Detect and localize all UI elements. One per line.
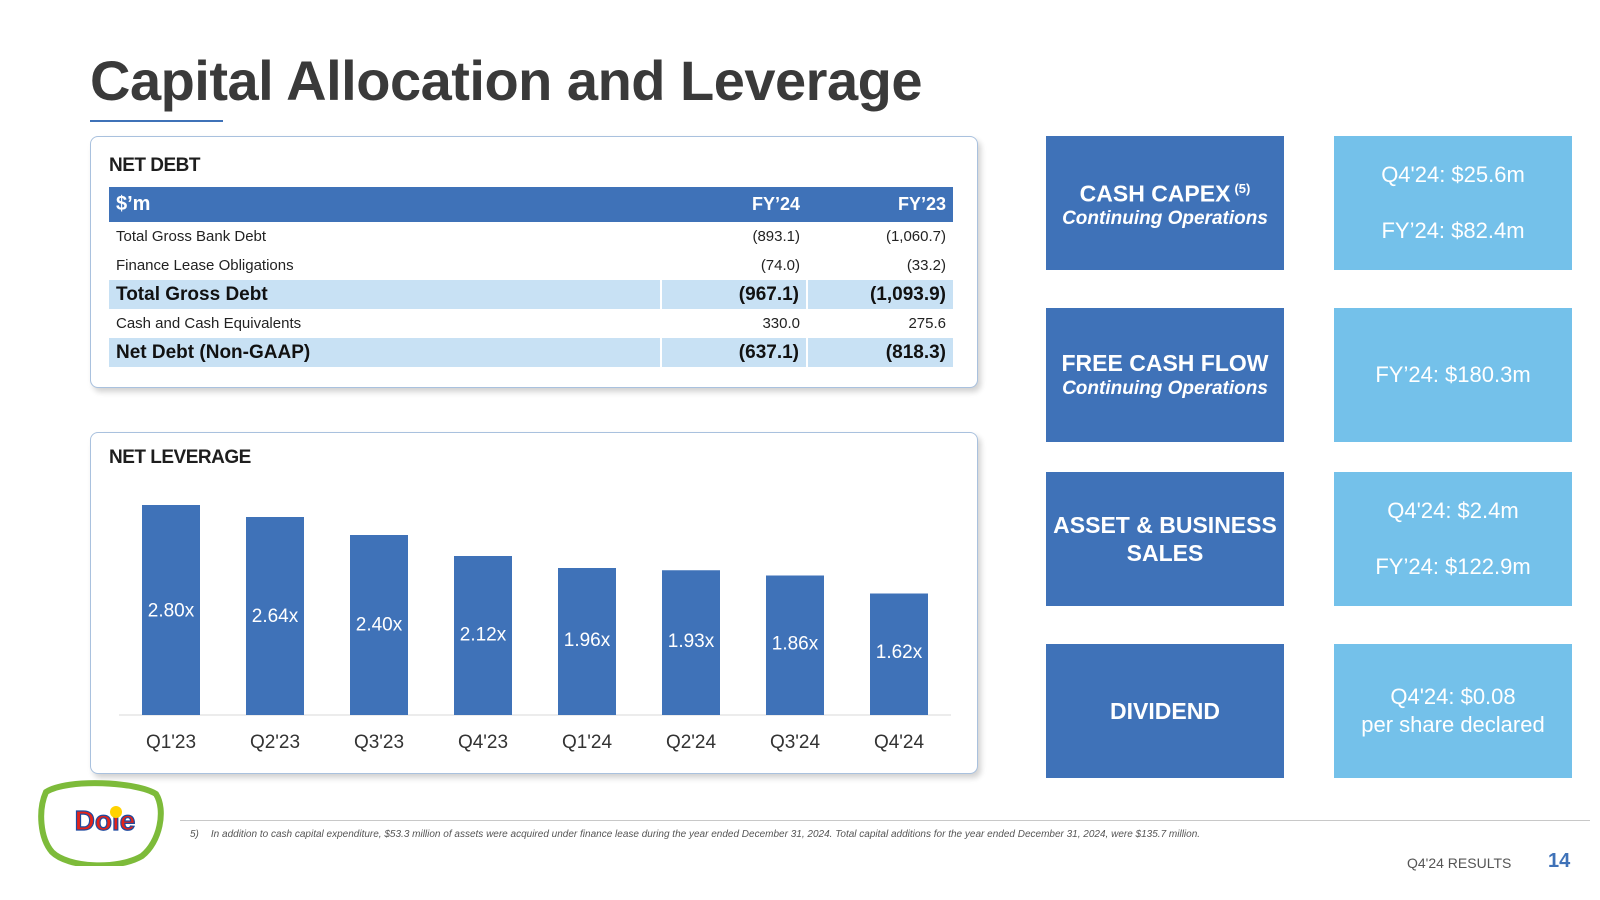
row-value-fy23: (33.2) xyxy=(906,257,946,274)
chart-bar xyxy=(558,568,616,715)
asset-sales-fy-value: FY’24: $122.9m xyxy=(1375,554,1531,579)
cash-capex-sublabel: Continuing Operations xyxy=(1062,208,1268,230)
bar-data-label: 1.96x xyxy=(564,630,611,651)
row-value-fy24: 330.0 xyxy=(762,315,800,332)
row-value-fy23: (818.3) xyxy=(806,338,953,367)
bar-data-label: 1.93x xyxy=(668,631,715,652)
row-value-fy23: 275.6 xyxy=(908,315,946,332)
chart-bar xyxy=(870,593,928,715)
page-title: Capital Allocation and Leverage xyxy=(90,49,922,112)
asset-sales-label-line1: ASSET & BUSINESS xyxy=(1053,512,1277,538)
free-cash-flow-sublabel: Continuing Operations xyxy=(1062,378,1268,399)
chart-bar xyxy=(142,505,200,715)
row-value-fy23: (1,093.9) xyxy=(806,280,953,309)
net-leverage-panel: NET LEVERAGE 2.80x Q1'23 2.64x Q2'23 2.40x Q3… xyxy=(90,432,978,774)
table-row: Cash and Cash Equivalents 330.0 275.6 xyxy=(109,309,953,338)
table-row-total-gross-debt: Total Gross Debt (967.1) (1,093.9) xyxy=(109,280,953,309)
footer-label: Q4'24 RESULTS xyxy=(1407,855,1512,871)
row-label: Finance Lease Obligations xyxy=(116,257,294,274)
chart-bar xyxy=(454,556,512,715)
bar-data-label: 2.40x xyxy=(356,614,403,635)
column-header-units: $’m xyxy=(109,187,661,222)
cash-capex-fy-value: FY’24: $82.4m xyxy=(1381,218,1525,243)
cash-capex-tile: CASH CAPEX (5) Continuing Operations xyxy=(1046,136,1284,270)
column-header-fy23: FY’23 xyxy=(807,187,953,222)
row-value-fy24: (637.1) xyxy=(660,338,807,367)
page-number: 14 xyxy=(1548,850,1571,872)
cash-capex-values-tile: Q4'24: $25.6m FY’24: $82.4m xyxy=(1334,136,1572,270)
footnote-text: In addition to cash capital expenditure,… xyxy=(210,829,1201,840)
dividend-values-tile: Q4'24: $0.08 per share declared xyxy=(1334,644,1572,778)
free-cash-flow-fy-value: FY’24: $180.3m xyxy=(1375,362,1531,387)
row-label: Cash and Cash Equivalents xyxy=(116,315,302,332)
cash-capex-q4-value: Q4'24: $25.6m xyxy=(1381,162,1525,187)
row-label: Total Gross Debt xyxy=(109,280,661,309)
free-cash-flow-tile: FREE CASH FLOW Continuing Operations xyxy=(1046,308,1284,442)
dividend-label: DIVIDEND xyxy=(1110,698,1220,724)
x-tick-label: Q3'24 xyxy=(770,732,821,753)
column-header-fy24: FY’24 xyxy=(661,187,807,222)
chart-bar xyxy=(766,575,824,715)
bar-data-label: 1.62x xyxy=(876,642,923,663)
x-tick-label: Q1'24 xyxy=(562,732,613,753)
free-cash-flow-values-tile: FY’24: $180.3m xyxy=(1334,308,1572,442)
bar-data-label: 2.12x xyxy=(460,624,507,645)
bar-data-label: 2.64x xyxy=(252,606,299,627)
free-cash-flow-label: FREE CASH FLOW xyxy=(1061,350,1269,376)
bar-data-label: 2.80x xyxy=(148,600,195,621)
dividend-q4-value: Q4'24: $0.08 xyxy=(1390,684,1516,709)
row-label: Total Gross Bank Debt xyxy=(116,228,267,245)
x-tick-label: Q4'24 xyxy=(874,732,925,753)
table-row: Finance Lease Obligations (74.0) (33.2) xyxy=(109,251,953,280)
asset-sales-q4-value: Q4'24: $2.4m xyxy=(1387,498,1519,523)
footnote-number: 5) xyxy=(190,829,199,840)
row-value-fy23: (1,060.7) xyxy=(885,228,946,245)
dividend-tile: DIVIDEND xyxy=(1046,644,1284,778)
table-header-row: $’m FY’24 FY’23 xyxy=(109,187,953,222)
chart-bar xyxy=(246,517,304,715)
asset-sales-label-line2: SALES xyxy=(1126,540,1204,566)
row-label: Net Debt (Non-GAAP) xyxy=(109,338,661,367)
x-tick-label: Q4'23 xyxy=(458,732,508,753)
net-debt-panel: NET DEBT $’m FY’24 FY’23 Total Gross Ban… xyxy=(90,136,978,388)
table-row: Total Gross Bank Debt (893.1) (1,060.7) xyxy=(109,222,953,251)
chart-bar xyxy=(662,570,720,715)
table-row-net-debt: Net Debt (Non-GAAP) (637.1) (818.3) xyxy=(109,338,953,367)
net-leverage-heading: NET LEVERAGE xyxy=(109,447,251,468)
dole-logo: Dole xyxy=(38,780,164,866)
svg-text:Dole: Dole xyxy=(75,805,136,836)
footnote: 5) In addition to cash capital expenditur… xyxy=(190,829,1200,840)
row-value-fy24: (893.1) xyxy=(752,228,800,245)
chart-bar xyxy=(350,535,408,715)
row-value-fy24: (74.0) xyxy=(760,257,800,274)
asset-sales-values-tile: Q4'24: $2.4m FY’24: $122.9m xyxy=(1334,472,1572,606)
net-debt-heading: NET DEBT xyxy=(109,155,201,176)
x-tick-label: Q2'23 xyxy=(250,732,300,753)
x-tick-label: Q1'23 xyxy=(146,732,196,753)
net-debt-table: $’m FY’24 FY’23 Total Gross Bank Debt (8… xyxy=(109,187,953,367)
footnote-divider xyxy=(180,820,1590,821)
x-tick-label: Q2'24 xyxy=(666,732,717,753)
cash-capex-footnote-ref: (5) xyxy=(1234,180,1251,196)
x-tick-label: Q3'23 xyxy=(354,732,404,753)
title-underline xyxy=(90,120,223,122)
net-leverage-chart: 2.80x Q1'23 2.64x Q2'23 2.40x Q3'23 2.12x Q4'23… xyxy=(119,505,951,753)
dividend-note: per share declared xyxy=(1361,712,1545,737)
cash-capex-label: CASH CAPEX xyxy=(1079,180,1231,207)
asset-sales-tile: ASSET & BUSINESS SALES xyxy=(1046,472,1284,606)
row-value-fy24: (967.1) xyxy=(660,280,807,309)
bar-data-label: 1.86x xyxy=(772,633,819,654)
